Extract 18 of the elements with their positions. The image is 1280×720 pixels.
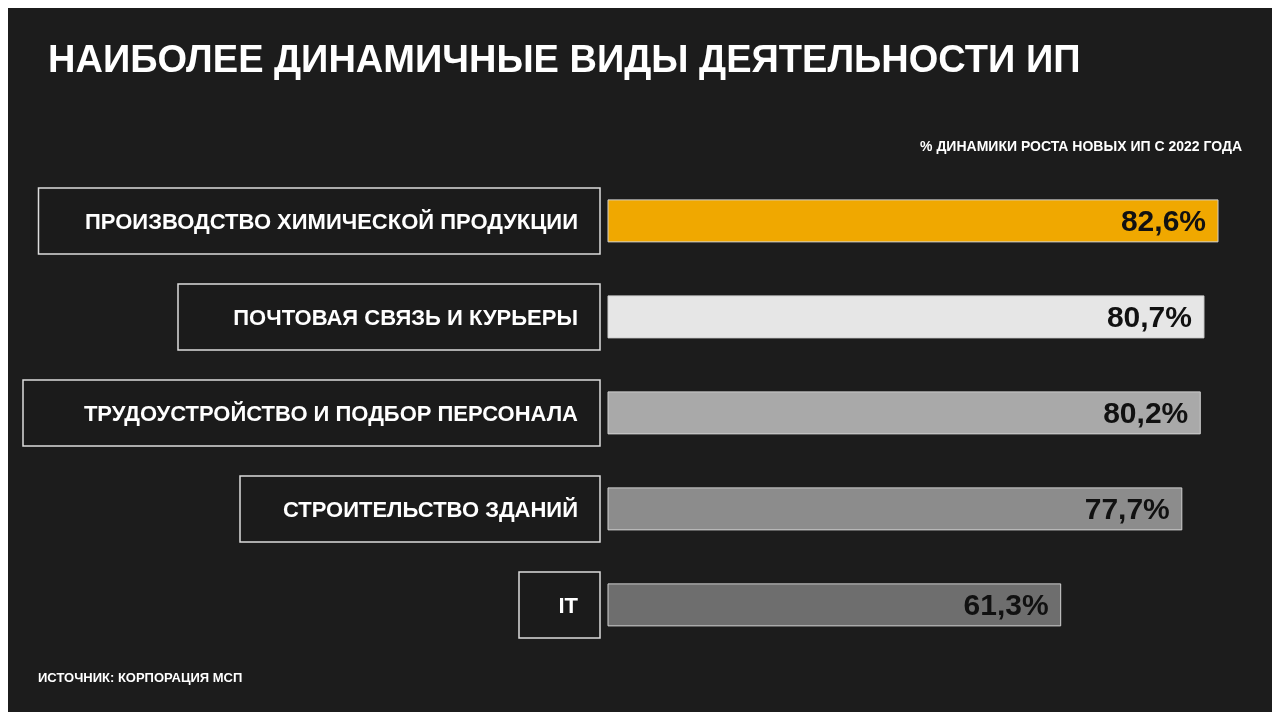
y-tick-label: ПОЧТОВАЯ СВЯЗЬ И КУРЬЕРЫ <box>233 304 578 330</box>
data-label: 77,7% <box>1084 492 1170 526</box>
data-label: 80,2% <box>1103 396 1189 430</box>
data-label: 80,7% <box>1106 300 1192 334</box>
bar <box>607 391 1201 435</box>
y-tick-label: ПРОИЗВОДСТВО ХИМИЧЕСКОЙ ПРОДУКЦИИ <box>85 208 578 234</box>
y-tick-label: ТРУДОУСТРОЙСТВО И ПОДБОР ПЕРСОНАЛА <box>83 400 579 426</box>
y-tick-label: IT <box>558 592 579 618</box>
chart-title: НАИБОЛЕЕ ДИНАМИЧНЫЕ ВИДЫ ДЕЯТЕЛЬНОСТИ ИП <box>48 38 1081 81</box>
text: ИСТОЧНИК: КОРПОРАЦИЯ МСП <box>38 670 243 685</box>
data-label: 82,6% <box>1120 204 1206 238</box>
bar <box>607 199 1219 243</box>
chart-subtitle: % ДИНАМИКИ РОСТА НОВЫХ ИП С 2022 ГОДА <box>920 138 1242 154</box>
data-label: 61,3% <box>963 588 1049 622</box>
bar <box>607 487 1183 531</box>
bar <box>607 583 1062 627</box>
bar <box>607 295 1205 339</box>
y-tick-label: СТРОИТЕЛЬСТВО ЗДАНИЙ <box>282 496 578 522</box>
